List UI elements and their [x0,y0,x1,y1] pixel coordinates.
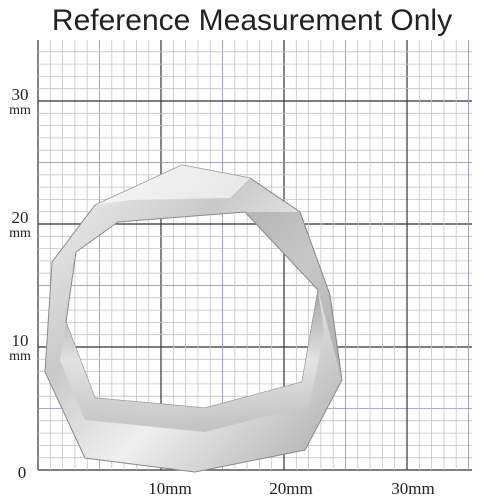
x-label: 20mm [269,479,312,498]
ring [44,164,343,473]
title: Reference Measurement Only [52,4,452,37]
y-label-number: 20 [12,208,29,227]
y-label-unit: mm [9,349,31,364]
y-label-number: 10 [12,331,29,350]
x-label: 30mm [391,479,434,498]
y-label-number: 30 [12,85,29,104]
origin-label: 0 [18,463,27,482]
ring-facet [95,165,250,205]
ring-facet [245,212,342,380]
y-label-unit: mm [9,103,31,118]
ring-inner-band [60,290,324,432]
y-label-unit: mm [9,226,31,241]
x-label: 10mm [148,479,191,498]
